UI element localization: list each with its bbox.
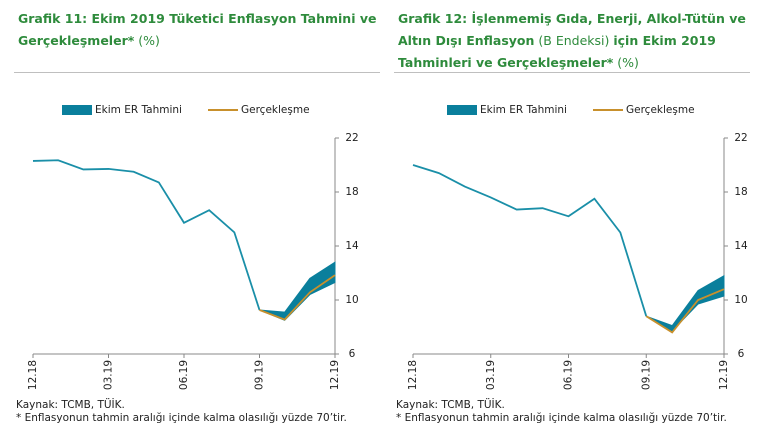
series-line xyxy=(32,159,261,311)
legend-label: Gerçekleşme xyxy=(626,104,695,116)
x-tick-label: 12.19 xyxy=(718,360,730,390)
title-part: (%) xyxy=(134,33,160,48)
series-line xyxy=(412,164,648,317)
series-line xyxy=(645,288,725,334)
separator xyxy=(14,72,380,73)
y-tick-label: 10 xyxy=(734,294,747,306)
title-part: için Ekim 2019 Tahminleri ve Gerçekleşme… xyxy=(398,33,716,70)
x-tick-label: 09.19 xyxy=(640,360,652,390)
legend-label: Ekim ER Tahmini xyxy=(95,104,182,116)
y-tick-label: 14 xyxy=(345,240,359,252)
legend-swatch xyxy=(62,105,92,115)
separator xyxy=(394,72,750,73)
x-tick-label: 03.19 xyxy=(103,360,115,390)
x-tick-label: 12.18 xyxy=(407,360,419,390)
title-part: Grafik 11: Ekim 2019 Tüketici Enflasyon … xyxy=(18,11,377,48)
y-tick-label: 22 xyxy=(734,132,747,144)
x-tick-label: 12.18 xyxy=(27,360,39,390)
series-line xyxy=(259,274,336,321)
title-part: Grafik 12: İşlenmemiş Gıda, Enerji, Alko… xyxy=(398,11,746,48)
x-tick-label: 03.19 xyxy=(485,360,497,390)
y-tick-label: 6 xyxy=(349,348,356,360)
y-tick-label: 6 xyxy=(738,348,745,360)
source: Kaynak: TCMB, TÜİK. xyxy=(16,398,125,411)
forecast-band xyxy=(259,261,336,321)
x-tick-label: 09.19 xyxy=(254,360,266,390)
note: * Enflasyonun tahmin aralığı içinde kalm… xyxy=(396,412,727,424)
x-tick-label: 06.19 xyxy=(178,360,190,390)
title-part: (B Endeksi) xyxy=(534,33,614,48)
chart-title: Grafik 12: İşlenmemiş Gıda, Enerji, Alko… xyxy=(398,8,748,74)
x-tick-label: 12.19 xyxy=(329,360,341,390)
source: Kaynak: TCMB, TÜİK. xyxy=(396,398,505,411)
chart-title: Grafik 11: Ekim 2019 Tüketici Enflasyon … xyxy=(18,8,378,52)
y-tick-label: 18 xyxy=(345,186,358,198)
y-tick-label: 10 xyxy=(345,294,358,306)
legend-swatch xyxy=(447,105,477,115)
x-tick-label: 06.19 xyxy=(563,360,575,390)
legend-label: Gerçekleşme xyxy=(241,104,310,116)
legend-label: Ekim ER Tahmini xyxy=(480,104,567,116)
y-tick-label: 14 xyxy=(734,240,748,252)
title-part: (%) xyxy=(613,55,639,70)
y-tick-label: 18 xyxy=(734,186,747,198)
note: * Enflasyonun tahmin aralığı içinde kalm… xyxy=(16,412,347,424)
y-tick-label: 22 xyxy=(345,132,358,144)
